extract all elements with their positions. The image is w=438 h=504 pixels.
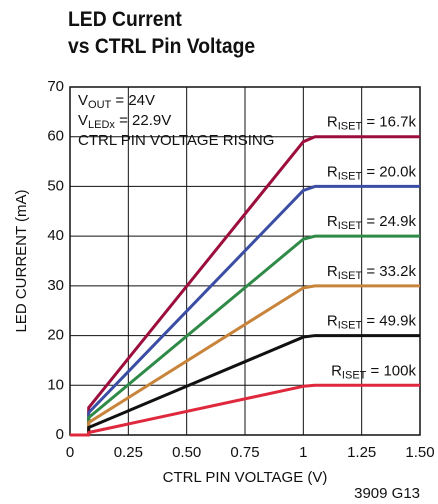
y-tick-label: 70 xyxy=(47,78,64,95)
y-tick-label: 20 xyxy=(47,327,64,344)
x-axis-label: CTRL PIN VOLTAGE (V) xyxy=(163,469,328,486)
y-tick-label: 0 xyxy=(56,426,64,443)
series-label: RISET = 49.9k xyxy=(327,313,417,332)
annotation: VLEDx = 22.9V xyxy=(78,112,171,131)
series-label: RISET = 16.7k xyxy=(327,114,417,133)
series-line xyxy=(70,383,420,437)
x-tick-label: 1.50 xyxy=(405,444,434,461)
series-label: RISET = 100k xyxy=(331,362,416,381)
y-axis-label: LED CURRENT (mA) xyxy=(13,189,30,332)
x-tick-label: 0 xyxy=(66,444,74,461)
y-tick-label: 50 xyxy=(47,177,64,194)
x-tick-label: 1 xyxy=(299,444,307,461)
x-tick-label: 0.75 xyxy=(230,444,259,461)
series-label: RISET = 33.2k xyxy=(327,263,417,282)
annotation: VOUT = 24V xyxy=(78,92,155,111)
x-tick-label: 0.50 xyxy=(172,444,201,461)
footnote: 3909 G13 xyxy=(354,485,420,502)
plot-frame xyxy=(69,86,421,436)
series-label: RISET = 24.9k xyxy=(327,213,417,232)
annotation: CTRL PIN VOLTAGE RISING xyxy=(78,132,274,149)
series-label: RISET = 20.0k xyxy=(327,163,417,182)
y-tick-label: 30 xyxy=(47,277,64,294)
y-tick-label: 40 xyxy=(47,227,64,244)
x-tick-label: 0.25 xyxy=(114,444,143,461)
chart-title: LED Current vs CTRL Pin Voltage xyxy=(68,8,256,58)
y-tick-label: 60 xyxy=(47,128,64,145)
x-tick-label: 1.25 xyxy=(347,444,376,461)
y-tick-label: 10 xyxy=(47,376,64,393)
